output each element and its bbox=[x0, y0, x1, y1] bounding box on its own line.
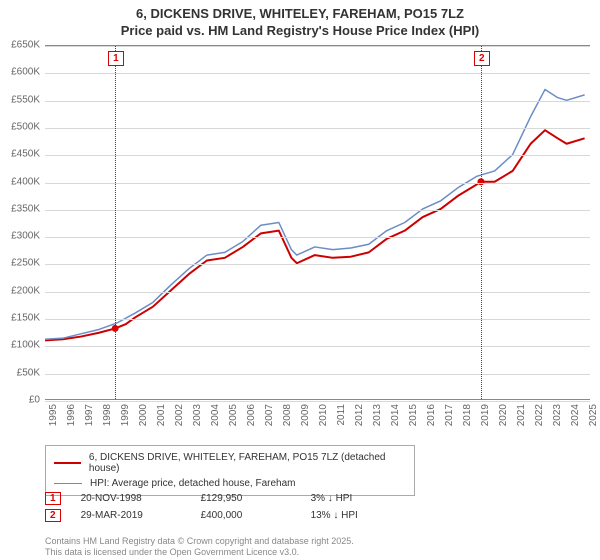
legend-swatch-property bbox=[54, 462, 81, 464]
sale-row: 2 29-MAR-2019 £400,000 13% ↓ HPI bbox=[45, 507, 401, 524]
license-text: Contains HM Land Registry data © Crown c… bbox=[45, 536, 354, 558]
gridline-h bbox=[45, 401, 590, 402]
y-tick-label: £400K bbox=[0, 176, 40, 187]
gridline-h bbox=[45, 374, 590, 375]
y-tick-label: £350K bbox=[0, 203, 40, 214]
license-line-2: This data is licensed under the Open Gov… bbox=[45, 547, 354, 558]
gridline-h bbox=[45, 210, 590, 211]
sale-row-price: £129,950 bbox=[201, 493, 291, 504]
gridline-h bbox=[45, 319, 590, 320]
gridline-h bbox=[45, 128, 590, 129]
legend-label-property: 6, DICKENS DRIVE, WHITELEY, FAREHAM, PO1… bbox=[89, 452, 406, 474]
sale-marker-badge: 2 bbox=[474, 51, 490, 66]
sale-marker-line bbox=[115, 46, 116, 399]
y-tick-label: £300K bbox=[0, 231, 40, 242]
gridline-h bbox=[45, 155, 590, 156]
y-tick-label: £450K bbox=[0, 149, 40, 160]
sale-row-hpi: 13% ↓ HPI bbox=[311, 510, 401, 521]
legend-swatch-hpi bbox=[54, 483, 82, 484]
y-tick-label: £50K bbox=[0, 367, 40, 378]
y-tick-label: £500K bbox=[0, 121, 40, 132]
series-line-property bbox=[45, 130, 585, 340]
gridline-h bbox=[45, 101, 590, 102]
series-line-hpi bbox=[45, 89, 585, 339]
y-tick-label: £0 bbox=[0, 395, 40, 406]
chart-container: 6, DICKENS DRIVE, WHITELEY, FAREHAM, PO1… bbox=[0, 0, 600, 560]
y-tick-label: £150K bbox=[0, 313, 40, 324]
gridline-h bbox=[45, 73, 590, 74]
chart-title-subtitle: Price paid vs. HM Land Registry's House … bbox=[0, 21, 600, 38]
chart-title-address: 6, DICKENS DRIVE, WHITELEY, FAREHAM, PO1… bbox=[0, 0, 600, 21]
y-tick-label: £600K bbox=[0, 67, 40, 78]
y-tick-label: £250K bbox=[0, 258, 40, 269]
sale-row-date: 20-NOV-1998 bbox=[81, 493, 181, 504]
sale-marker-line bbox=[481, 46, 482, 399]
sale-row-badge: 1 bbox=[45, 492, 61, 505]
legend-row-hpi: HPI: Average price, detached house, Fare… bbox=[54, 476, 406, 491]
gridline-h bbox=[45, 46, 590, 47]
sale-row-hpi: 3% ↓ HPI bbox=[311, 493, 401, 504]
y-tick-label: £200K bbox=[0, 285, 40, 296]
license-line-1: Contains HM Land Registry data © Crown c… bbox=[45, 536, 354, 547]
y-tick-label: £650K bbox=[0, 40, 40, 51]
sales-table: 1 20-NOV-1998 £129,950 3% ↓ HPI 2 29-MAR-2019… bbox=[45, 490, 401, 524]
y-tick-label: £100K bbox=[0, 340, 40, 351]
plot-area bbox=[45, 45, 590, 400]
sale-marker-badge: 1 bbox=[108, 51, 124, 66]
sale-row-date: 29-MAR-2019 bbox=[81, 510, 181, 521]
gridline-h bbox=[45, 264, 590, 265]
gridline-h bbox=[45, 346, 590, 347]
sale-row-badge: 2 bbox=[45, 509, 61, 522]
sale-row: 1 20-NOV-1998 £129,950 3% ↓ HPI bbox=[45, 490, 401, 507]
legend-label-hpi: HPI: Average price, detached house, Fare… bbox=[90, 478, 296, 489]
sale-row-price: £400,000 bbox=[201, 510, 291, 521]
gridline-h bbox=[45, 183, 590, 184]
x-tick-label: 2025 bbox=[588, 404, 600, 426]
y-tick-label: £550K bbox=[0, 94, 40, 105]
gridline-h bbox=[45, 237, 590, 238]
legend-box: 6, DICKENS DRIVE, WHITELEY, FAREHAM, PO1… bbox=[45, 445, 415, 496]
legend-row-property: 6, DICKENS DRIVE, WHITELEY, FAREHAM, PO1… bbox=[54, 450, 406, 476]
gridline-h bbox=[45, 292, 590, 293]
